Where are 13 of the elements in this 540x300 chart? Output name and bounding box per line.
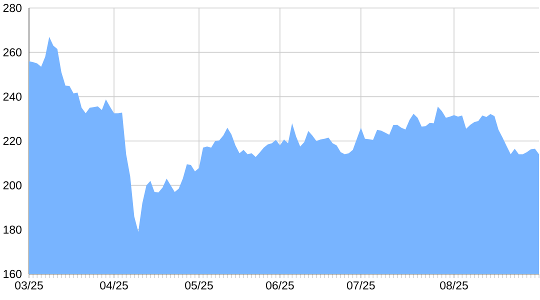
x-tick-label: 06/25	[266, 281, 294, 290]
y-tick-label: 160	[4, 270, 22, 278]
x-tick-label: 04/25	[100, 281, 128, 290]
x-tick-label: 08/25	[440, 281, 468, 290]
x-tick-label: 05/25	[185, 281, 213, 290]
x-tick-label: 07/25	[346, 281, 375, 290]
y-tick-label: 220	[3, 136, 22, 146]
y-tick-label: 180	[4, 226, 22, 234]
y-tick-label: 280	[3, 4, 22, 12]
x-tick-label: 03/25	[15, 281, 43, 290]
y-tick-label: 260	[3, 48, 22, 56]
y-tick-label: 200	[3, 181, 22, 190]
y-tick-label: 240	[3, 92, 22, 101]
